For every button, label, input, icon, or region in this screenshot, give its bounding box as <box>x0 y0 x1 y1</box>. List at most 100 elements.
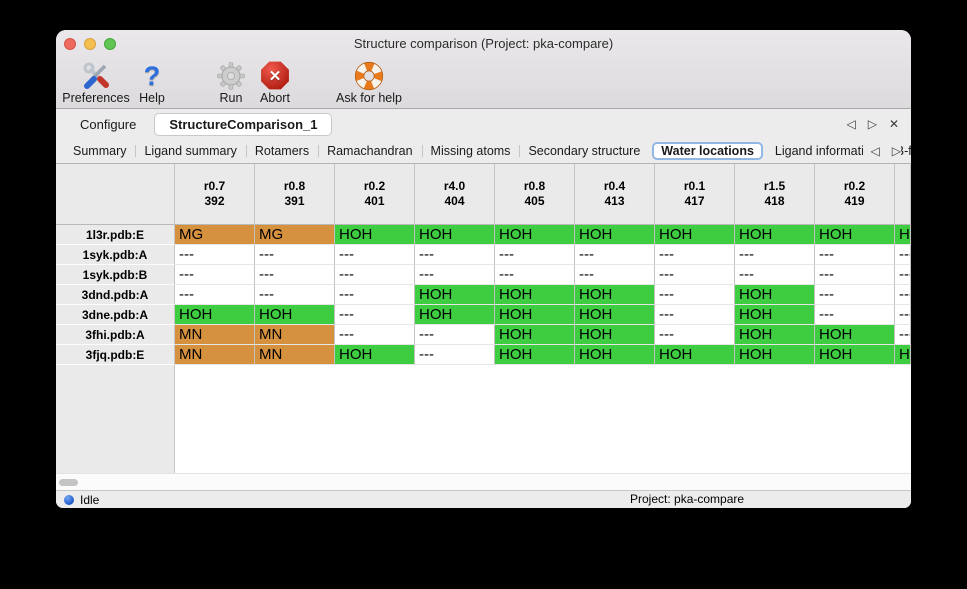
sub-tab-ligand-summary[interactable]: Ligand summary <box>135 142 245 160</box>
table-cell[interactable]: --- <box>335 265 415 285</box>
table-cell[interactable]: HOH <box>655 345 735 365</box>
table-cell[interactable]: --- <box>335 325 415 345</box>
table-cell[interactable]: HOH <box>575 305 655 325</box>
table-cell[interactable]: --- <box>415 325 495 345</box>
table-cell[interactable]: --- <box>895 245 911 265</box>
title-bar[interactable]: Structure comparison (Project: pka-compa… <box>56 30 911 58</box>
table-cell[interactable]: MN <box>255 325 335 345</box>
sub-tab-secondary-structure[interactable]: Secondary structure <box>519 142 649 160</box>
toolbar-button-preferences[interactable]: Preferences <box>60 58 132 105</box>
toolbar-button-label: Preferences <box>62 91 130 105</box>
table-cell[interactable]: --- <box>655 305 735 325</box>
table-cell[interactable]: HOH <box>495 345 575 365</box>
table-cell[interactable]: HOH <box>415 305 495 325</box>
zoom-window-button[interactable] <box>104 38 116 50</box>
table-cell[interactable]: --- <box>415 265 495 285</box>
main-tab-configure[interactable]: Configure <box>80 116 137 132</box>
subtab-scroll-left-icon[interactable]: ◁ <box>870 144 880 158</box>
toolbar-button-help[interactable]: ? Help <box>132 58 172 105</box>
table-cell[interactable]: MG <box>175 225 255 245</box>
table-cell[interactable]: HOH <box>415 225 495 245</box>
sub-tab-summary[interactable]: Summary <box>73 144 127 158</box>
table-cell[interactable]: --- <box>255 265 335 285</box>
table-cell[interactable]: HOH <box>415 285 495 305</box>
sub-tab-rotamers[interactable]: Rotamers <box>245 142 318 160</box>
table-cell[interactable]: HOH <box>175 305 255 325</box>
table-cell[interactable]: --- <box>415 345 495 365</box>
table-cell[interactable]: --- <box>175 285 255 305</box>
table-cell[interactable]: HOH <box>495 285 575 305</box>
table-cell[interactable]: HOH <box>575 325 655 345</box>
table-cell[interactable]: --- <box>895 265 911 285</box>
table-cell[interactable]: --- <box>575 245 655 265</box>
minimize-window-button[interactable] <box>84 38 96 50</box>
table-cell[interactable]: HOH <box>815 345 895 365</box>
table-cell[interactable]: HOH <box>735 345 815 365</box>
table-cell[interactable]: HOH <box>735 225 815 245</box>
toolbar-button-run[interactable]: Run <box>210 58 252 105</box>
table-cell[interactable]: HOH <box>255 305 335 325</box>
scrollbar-thumb[interactable] <box>59 479 78 486</box>
table-cell[interactable]: --- <box>735 265 815 285</box>
tab-scroll-left-icon[interactable]: ◁ <box>846 117 856 131</box>
table-cell[interactable]: --- <box>575 265 655 285</box>
sub-tab-missing-atoms[interactable]: Missing atoms <box>421 142 520 160</box>
table-cell[interactable]: HOH <box>575 285 655 305</box>
table-cell[interactable]: MG <box>255 225 335 245</box>
table-cell[interactable]: HOH <box>735 325 815 345</box>
subtab-scroll-right-icon[interactable]: ▷ <box>891 144 901 158</box>
table-cell[interactable]: HOH <box>495 225 575 245</box>
close-window-button[interactable] <box>64 38 76 50</box>
table-cell[interactable]: HOH <box>655 225 735 245</box>
column-header-line2: 419 <box>844 194 865 208</box>
table-cell[interactable]: --- <box>655 265 735 285</box>
table-cell[interactable]: --- <box>815 245 895 265</box>
sub-tab-ligand-information[interactable]: Ligand information <box>774 144 878 158</box>
table-cell[interactable]: MN <box>255 345 335 365</box>
table-cell[interactable]: MN <box>175 345 255 365</box>
table-cell[interactable]: --- <box>815 285 895 305</box>
table-cell[interactable]: MN <box>175 325 255 345</box>
table-cell[interactable]: --- <box>815 305 895 325</box>
table-cell[interactable]: --- <box>335 245 415 265</box>
table-cell[interactable]: HOH <box>495 305 575 325</box>
sub-tab-water-locations[interactable]: Water locations <box>652 142 763 160</box>
table-cell[interactable]: HOH <box>575 345 655 365</box>
table-cell[interactable]: --- <box>415 245 495 265</box>
table-cell[interactable]: HOH <box>895 225 911 245</box>
table-cell[interactable]: --- <box>175 245 255 265</box>
table-cell[interactable]: HOH <box>815 225 895 245</box>
table-cell[interactable]: HOH <box>735 305 815 325</box>
table-cell[interactable]: HOH <box>735 285 815 305</box>
table-cell[interactable]: HOH <box>815 325 895 345</box>
table-cell[interactable]: --- <box>895 305 911 325</box>
toolbar: Preferences? Help Run ✕ Abort Ask for help <box>56 58 911 108</box>
horizontal-scrollbar[interactable] <box>56 473 911 490</box>
table-cell[interactable]: HOH <box>495 325 575 345</box>
table-cell[interactable]: --- <box>495 245 575 265</box>
table-cell[interactable]: HOH <box>895 345 911 365</box>
table-cell[interactable]: --- <box>255 285 335 305</box>
table-cell[interactable]: --- <box>655 245 735 265</box>
table-cell[interactable]: HOH <box>335 225 415 245</box>
sub-tab-ramachandran[interactable]: Ramachandran <box>318 142 421 160</box>
table-cell[interactable]: --- <box>175 265 255 285</box>
table-cell[interactable]: --- <box>815 265 895 285</box>
table-cell[interactable]: --- <box>495 265 575 285</box>
toolbar-button-label: Run <box>219 91 243 105</box>
main-tab-structurecomparison-1[interactable]: StructureComparison_1 <box>154 112 333 136</box>
toolbar-button-abort[interactable]: ✕ Abort <box>252 58 298 105</box>
table-cell[interactable]: --- <box>255 245 335 265</box>
toolbar-button-ask-for-help[interactable]: Ask for help <box>326 58 412 105</box>
table-cell[interactable]: --- <box>335 305 415 325</box>
table-cell[interactable]: HOH <box>335 345 415 365</box>
table-cell[interactable]: HOH <box>575 225 655 245</box>
table-cell[interactable]: --- <box>655 325 735 345</box>
table-cell[interactable]: --- <box>895 285 911 305</box>
tab-scroll-right-icon[interactable]: ▷ <box>867 117 877 131</box>
table-cell[interactable]: --- <box>655 285 735 305</box>
table-cell[interactable]: --- <box>735 245 815 265</box>
table-cell[interactable]: --- <box>895 325 911 345</box>
table-cell[interactable]: --- <box>335 285 415 305</box>
tab-close-icon[interactable]: ✕ <box>888 117 899 131</box>
